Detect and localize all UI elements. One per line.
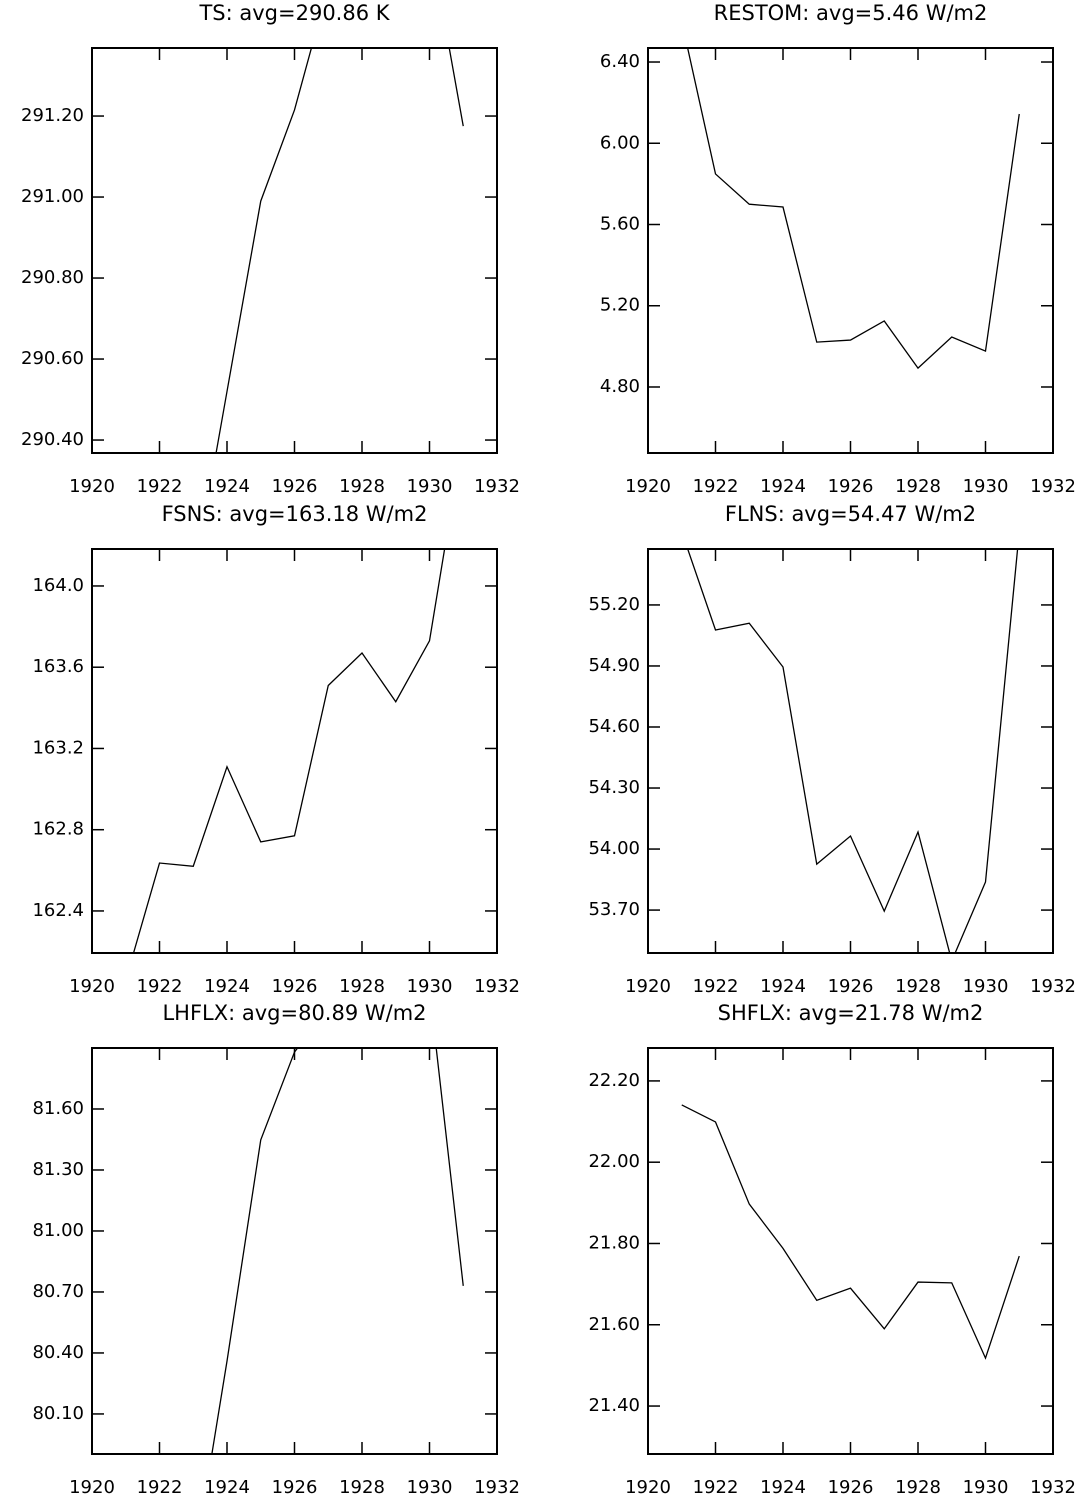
- panel: FSNS: avg=163.18 W/m2 162.4 162.8 163.2 163.…: [32, 502, 520, 997]
- x-tick-label: 1920: [69, 976, 115, 997]
- x-tick-label: 1924: [204, 476, 250, 497]
- x-tick-label: 1930: [963, 1477, 1009, 1494]
- y-tick-label: 291.00: [21, 186, 84, 207]
- y-tick-label: 22.00: [588, 1151, 640, 1172]
- x-tick-label: 1930: [963, 976, 1009, 997]
- x-tick-label: 1928: [339, 1477, 385, 1494]
- x-tick-label: 1926: [272, 976, 318, 997]
- panel: LHFLX: avg=80.89 W/m2 80.10 80.40 80.70 81.0…: [32, 1001, 520, 1494]
- x-tick-label: 1930: [407, 476, 453, 497]
- y-tick-label: 22.20: [588, 1070, 640, 1091]
- y-tick-label: 5.20: [600, 295, 640, 316]
- x-tick-label: 1924: [760, 976, 806, 997]
- y-tick-label: 163.2: [32, 737, 84, 758]
- x-tick-label: 1930: [963, 476, 1009, 497]
- x-tick-label: 1928: [339, 476, 385, 497]
- x-tick-label: 1928: [895, 476, 941, 497]
- x-tick-label: 1920: [69, 1477, 115, 1494]
- x-tick-label: 1920: [625, 1477, 671, 1494]
- y-tick-label: 163.6: [32, 656, 84, 677]
- x-tick-label: 1928: [339, 976, 385, 997]
- x-tick-label: 1920: [69, 476, 115, 497]
- y-tick-label: 55.20: [588, 594, 640, 615]
- x-tick-label: 1932: [474, 476, 520, 497]
- y-tick-label: 54.90: [588, 655, 640, 676]
- plot-frame: [647, 1047, 1054, 1455]
- y-tick-label: 5.60: [600, 214, 640, 235]
- panel: RESTOM: avg=5.46 W/m2 4.80 5.20 5.60 6.00 6.4…: [600, 1, 1076, 497]
- data-line: [132, 549, 446, 953]
- y-tick-label: 54.60: [588, 716, 640, 737]
- y-tick-label: 164.0: [32, 575, 84, 596]
- x-tick-label: 1928: [895, 1477, 941, 1494]
- x-tick-label: 1922: [137, 476, 183, 497]
- y-tick-label: 4.80: [600, 376, 640, 397]
- y-tick-label: 80.40: [32, 1342, 84, 1363]
- y-tick-label: 81.60: [32, 1098, 84, 1119]
- x-tick-label: 1926: [828, 1477, 874, 1494]
- y-tick-label: 162.8: [32, 819, 84, 840]
- y-tick-label: 290.40: [21, 429, 84, 450]
- chart-title: FLNS: avg=54.47 W/m2: [725, 502, 976, 526]
- chart-title: TS: avg=290.86 K: [198, 1, 390, 25]
- y-tick-label: 162.4: [32, 900, 84, 921]
- y-tick-label: 80.70: [32, 1281, 84, 1302]
- y-tick-label: 54.30: [588, 777, 640, 798]
- data-line: [215, 48, 464, 453]
- x-tick-label: 1922: [693, 976, 739, 997]
- x-tick-label: 1926: [828, 976, 874, 997]
- data-line: [681, 1104, 1020, 1360]
- plot-frame: [91, 548, 498, 954]
- x-tick-label: 1924: [204, 976, 250, 997]
- plot-frame: [647, 47, 1054, 454]
- x-tick-label: 1924: [760, 1477, 806, 1494]
- x-tick-label: 1932: [1030, 1477, 1076, 1494]
- y-tick-label: 290.60: [21, 348, 84, 369]
- x-tick-label: 1932: [474, 976, 520, 997]
- plot-frame: [91, 1047, 498, 1455]
- y-tick-label: 81.30: [32, 1159, 84, 1180]
- y-tick-label: 6.40: [600, 51, 640, 72]
- x-tick-label: 1922: [693, 1477, 739, 1494]
- y-tick-label: 21.80: [588, 1232, 640, 1253]
- x-tick-label: 1932: [1030, 476, 1076, 497]
- y-tick-label: 291.20: [21, 105, 84, 126]
- x-tick-label: 1920: [625, 476, 671, 497]
- y-tick-label: 21.60: [588, 1314, 640, 1335]
- x-tick-label: 1926: [828, 476, 874, 497]
- data-line: [211, 1048, 464, 1454]
- x-tick-label: 1922: [693, 476, 739, 497]
- x-tick-label: 1926: [272, 476, 318, 497]
- x-tick-label: 1928: [895, 976, 941, 997]
- x-tick-label: 1932: [1030, 976, 1076, 997]
- x-tick-label: 1922: [137, 976, 183, 997]
- x-tick-label: 1932: [474, 1477, 520, 1494]
- x-tick-label: 1924: [204, 1477, 250, 1494]
- x-tick-label: 1920: [625, 976, 671, 997]
- data-line: [686, 48, 1020, 370]
- x-tick-label: 1926: [272, 1477, 318, 1494]
- x-tick-label: 1922: [137, 1477, 183, 1494]
- chart-title: LHFLX: avg=80.89 W/m2: [162, 1001, 426, 1025]
- x-tick-label: 1924: [760, 476, 806, 497]
- chart-title: FSNS: avg=163.18 W/m2: [162, 502, 428, 526]
- y-tick-label: 54.00: [588, 838, 640, 859]
- chart-title: RESTOM: avg=5.46 W/m2: [714, 1, 988, 25]
- y-tick-label: 6.00: [600, 132, 640, 153]
- y-tick-label: 290.80: [21, 267, 84, 288]
- panel: FLNS: avg=54.47 W/m2 53.70 54.00 54.30 54.60…: [588, 502, 1075, 997]
- y-tick-label: 80.10: [32, 1403, 84, 1424]
- panel: SHFLX: avg=21.78 W/m2 21.40 21.60 21.80 22.0…: [588, 1001, 1075, 1494]
- x-tick-label: 1930: [407, 1477, 453, 1494]
- y-tick-label: 21.40: [588, 1395, 640, 1416]
- x-tick-label: 1930: [407, 976, 453, 997]
- panel: TS: avg=290.86 K 290.40 290.60 290.80 291.00…: [21, 1, 520, 497]
- chart-title: SHFLX: avg=21.78 W/m2: [718, 1001, 984, 1025]
- y-tick-label: 53.70: [588, 899, 640, 920]
- data-line: [687, 549, 1019, 953]
- y-tick-label: 81.00: [32, 1220, 84, 1241]
